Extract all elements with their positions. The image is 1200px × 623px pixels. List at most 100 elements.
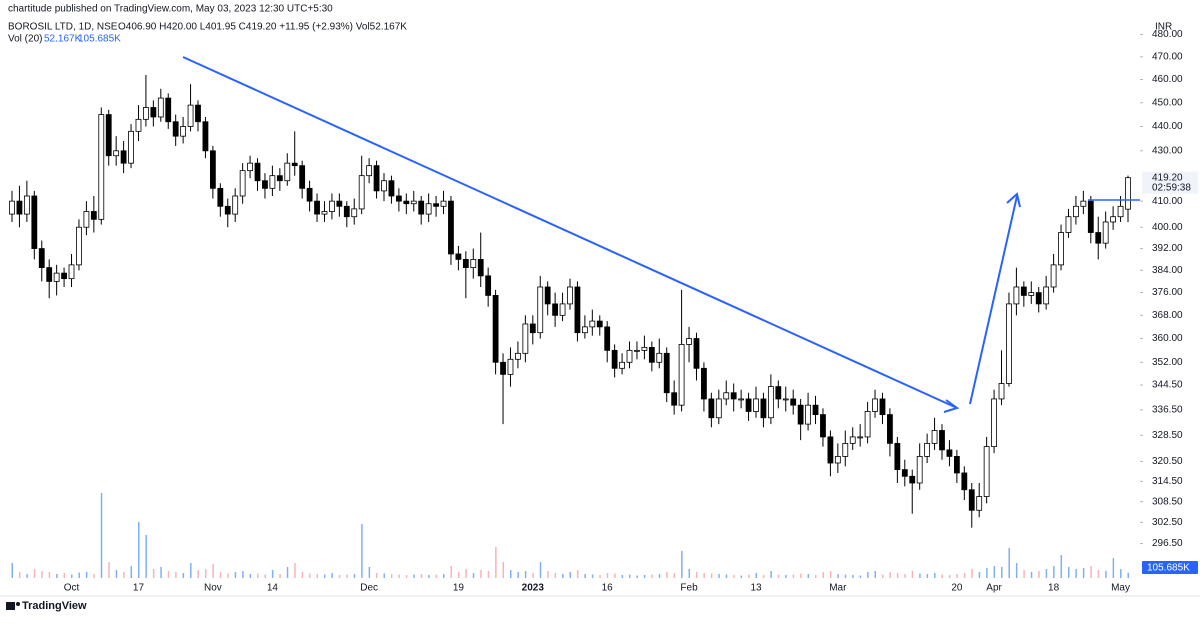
- candle-body: [671, 392, 678, 406]
- candle-body: [589, 320, 596, 328]
- publisher-line: chartitude published on TradingView.com,…: [8, 4, 333, 15]
- candle-body: [98, 114, 105, 220]
- volume-bar: [1067, 567, 1070, 578]
- candle-body: [247, 162, 253, 172]
- volume-bar: [63, 573, 66, 578]
- candle-body: [269, 175, 276, 189]
- volume-bar: [316, 574, 319, 578]
- volume-bar: [294, 563, 296, 578]
- volume-bar: [93, 574, 95, 578]
- volume-bar: [576, 570, 579, 578]
- volume-bar: [956, 574, 958, 578]
- candle-body: [38, 248, 45, 269]
- candle-body: [470, 259, 477, 269]
- volume-bar: [621, 575, 624, 578]
- candle-body: [477, 259, 484, 277]
- volume-bar: [666, 572, 668, 578]
- volume-bar: [762, 575, 765, 578]
- x-tick-label: Nov: [204, 583, 222, 594]
- volume-bar: [874, 571, 877, 578]
- y-tick-label: 460.00: [1152, 74, 1183, 85]
- candle-body: [46, 267, 53, 282]
- volume-bar: [85, 572, 88, 578]
- volume-bar: [41, 571, 43, 578]
- volume-bar: [755, 573, 757, 578]
- currency: INR: [1155, 22, 1172, 33]
- volume-bar: [591, 574, 594, 578]
- y-tick-label: 352.00: [1152, 357, 1183, 368]
- volume-bar: [167, 571, 170, 578]
- volume-bar: [353, 574, 356, 578]
- candle-body: [395, 195, 402, 202]
- volume-bar: [681, 551, 683, 578]
- volume-bar: [465, 569, 467, 578]
- volume-bar: [286, 567, 289, 578]
- candle-body: [276, 175, 283, 182]
- y-tick-label: 314.50: [1152, 476, 1183, 487]
- x-tick-label: 16: [602, 583, 614, 594]
- volume-bar: [1038, 571, 1040, 578]
- candle-body: [1035, 292, 1042, 305]
- volume-bar: [1075, 569, 1077, 578]
- volume-bar: [1015, 563, 1018, 578]
- candle-body: [1058, 232, 1064, 266]
- volume-bar: [457, 572, 460, 578]
- volume-bar: [301, 572, 304, 578]
- trend-line: [182, 56, 958, 409]
- candle-body: [410, 200, 417, 205]
- y-tick-label: 470.00: [1152, 51, 1183, 62]
- volume-bar: [182, 573, 185, 578]
- candle-body: [128, 130, 134, 164]
- candle-body: [53, 272, 60, 282]
- candle-body: [440, 200, 447, 207]
- volume-bar: [383, 573, 385, 578]
- volume-bar: [1090, 566, 1092, 578]
- volume-ma: 105.685K: [78, 34, 121, 45]
- candle-body: [559, 303, 566, 316]
- volume-bar: [197, 570, 199, 578]
- candle-body: [83, 211, 90, 228]
- candle-body: [619, 361, 625, 369]
- candle-body: [448, 200, 454, 255]
- candle-body: [1117, 205, 1124, 218]
- y-tick-label: 480.00: [1152, 29, 1183, 40]
- volume-bar: [517, 572, 519, 578]
- candle-body: [901, 469, 908, 477]
- candle-body: [849, 436, 856, 444]
- volume-bar: [1001, 567, 1003, 578]
- volume-bar: [643, 575, 646, 578]
- candle-body: [1050, 264, 1057, 288]
- x-tick-label: Dec: [360, 583, 378, 594]
- volume-bar: [33, 569, 36, 578]
- candle-body: [1006, 303, 1012, 384]
- candle-body: [1028, 292, 1035, 296]
- volume-bar: [398, 574, 400, 578]
- candle-body: [522, 323, 529, 354]
- candle-body: [879, 398, 886, 415]
- x-tick-label: 14: [267, 583, 279, 594]
- volume-bar: [152, 569, 155, 578]
- volume-bar: [800, 573, 802, 578]
- candle-body: [180, 126, 187, 137]
- candle-body: [1110, 216, 1117, 223]
- candle-body: [537, 286, 544, 334]
- y-tick-label: 440.00: [1152, 121, 1183, 132]
- volume-bar: [978, 572, 981, 578]
- candle-body: [887, 414, 893, 444]
- candle-body: [663, 352, 670, 394]
- volume-bar: [740, 575, 743, 578]
- candle-body: [976, 496, 983, 511]
- candle-body: [924, 442, 931, 457]
- volume-bar: [1120, 569, 1122, 578]
- brand: TradingView: [22, 600, 87, 612]
- volume-bar: [1060, 555, 1063, 578]
- candle-body: [284, 162, 291, 182]
- volume-bar: [963, 573, 966, 578]
- candle-body: [135, 118, 142, 132]
- candle-body: [31, 195, 38, 249]
- volume-bar: [934, 573, 936, 578]
- candle-body: [864, 411, 871, 438]
- volume-bar: [405, 575, 408, 578]
- volume-bar: [547, 571, 549, 578]
